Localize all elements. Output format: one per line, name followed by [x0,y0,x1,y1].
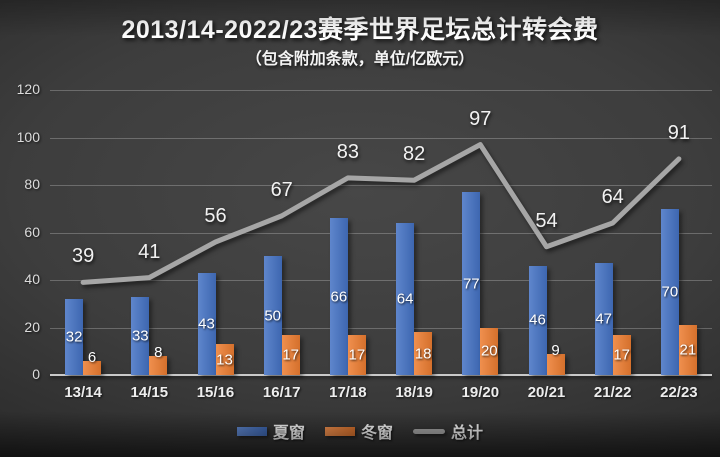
y-tick-label: 60 [24,223,40,240]
x-axis-label: 14/15 [130,384,169,401]
total-value-label: 91 [667,121,691,144]
bar-value-label: 13 [216,351,233,369]
x-axis-label: 20/21 [527,384,566,401]
y-tick-label: 120 [16,81,40,97]
total-value-label: 82 [402,143,426,166]
gridline [50,232,712,234]
total-value-label: 41 [138,240,161,263]
total-value-label: 39 [71,245,95,268]
legend-line-swatch [413,428,445,434]
bar-value-label: 20 [480,342,498,360]
bar-summer-14/15: 33 [131,296,150,375]
bar-value-label: 21 [679,341,697,359]
x-axis-line [50,374,712,376]
y-tick-label: 20 [24,318,40,335]
total-value-label: 83 [336,140,360,163]
legend-bar-swatch [324,426,355,436]
bar-winter-22/23: 21 [678,325,697,375]
bar-value-label: 17 [348,346,366,364]
legend-item-winter: 冬窗 [324,419,393,443]
legend-item-total: 总计 [413,419,483,443]
total-value-label: 54 [535,209,558,232]
bar-value-label: 43 [198,315,215,333]
bar-summer-17/18: 66 [329,218,348,375]
bar-value-label: 17 [282,346,300,364]
bar-value-label: 66 [330,288,348,306]
gridline [50,280,712,281]
bar-value-label: 46 [529,311,546,329]
x-axis-label: 18/19 [395,384,433,401]
y-tick-label: 40 [24,271,40,287]
bar-summer-21/22: 47 [594,263,613,375]
bar-winter-14/15: 8 [149,344,168,375]
total-value-label: 56 [204,205,227,227]
legend-label: 夏窗 [272,425,305,442]
bar-value-label: 6 [87,348,97,366]
bar-value-label: 47 [595,310,613,328]
x-axis-label: 15/16 [196,384,235,401]
bar-winter-21/22: 17 [612,334,631,375]
bar-winter-17/18: 17 [347,334,366,375]
bar-winter-19/20: 20 [480,327,499,375]
legend: 夏窗 冬窗 总计 [0,420,720,442]
bar-value-label: 18 [414,345,432,363]
legend-label: 总计 [451,425,484,442]
bar-summer-15/16: 43 [197,272,216,375]
legend-bar-swatch [236,426,267,436]
bar-value-label: 33 [131,327,149,345]
gridline [50,137,712,139]
chart-subtitle: （包含附加条款，单位/亿欧元） [245,51,475,68]
y-tick-label: 100 [16,128,40,145]
bar-winter-16/17: 17 [281,334,300,375]
bar-value-label: 77 [462,275,480,293]
y-tick-label: 0 [32,366,40,382]
bar-value-label: 70 [661,283,679,301]
bar-summer-20/21: 46 [528,265,547,375]
bar-value-label: 9 [551,341,560,359]
bar-value-label: 32 [65,328,83,346]
x-axis-label: 19/20 [461,384,500,401]
bar-summer-19/20: 77 [462,192,481,375]
chart-title: 2013/14-2022/23赛季世界足坛总计转会费 [121,16,599,44]
gridline [50,327,712,329]
bar-summer-22/23: 70 [660,208,679,375]
x-axis-label: 16/17 [262,384,301,401]
bar-value-label: 8 [154,344,163,361]
total-value-label: 97 [469,107,492,130]
total-value-label: 67 [270,178,293,201]
gridline [50,185,712,186]
legend-item-summer: 夏窗 [236,419,305,443]
bar-winter-18/19: 18 [414,332,433,375]
bar-winter-15/16: 13 [215,344,234,375]
bar-winter-20/21: 9 [546,342,565,375]
total-value-label: 64 [601,186,624,208]
bar-value-label: 64 [396,290,414,308]
x-axis-label: 13/14 [64,384,102,401]
total-line [80,142,682,285]
x-axis-label: 17/18 [329,384,367,401]
bar-summer-13/14: 32 [65,299,84,375]
x-axis-label: 21/22 [593,384,632,401]
bar-summer-18/19: 64 [396,223,415,375]
legend-label: 冬窗 [360,425,393,442]
x-axis-label: 22/23 [660,384,698,401]
y-tick-label: 80 [24,176,40,192]
bar-winter-13/14: 6 [83,349,102,375]
bar-value-label: 50 [264,307,282,325]
bar-value-label: 17 [613,346,631,364]
bar-summer-16/17: 50 [263,256,282,375]
gridline [50,90,712,91]
